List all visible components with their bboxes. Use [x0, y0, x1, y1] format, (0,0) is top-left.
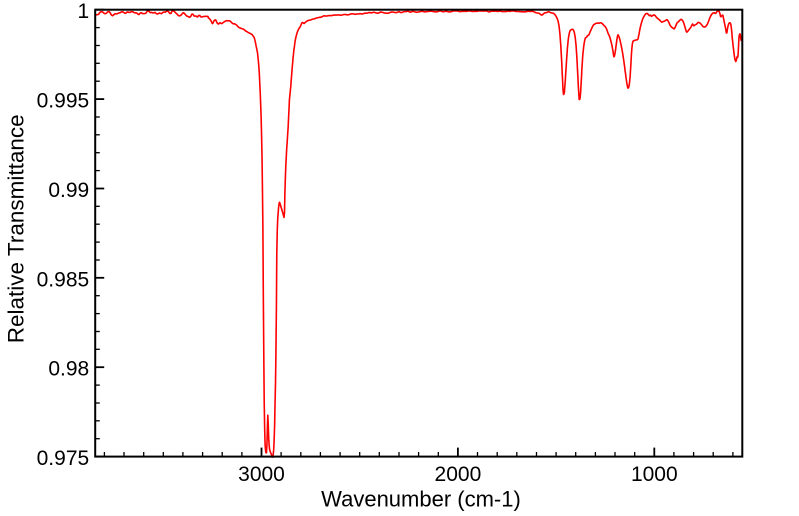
- svg-text:0.985: 0.985: [37, 268, 90, 291]
- svg-text:0.98: 0.98: [48, 358, 89, 381]
- svg-text:1000: 1000: [631, 463, 678, 486]
- svg-text:0.995: 0.995: [37, 90, 90, 113]
- svg-text:0.99: 0.99: [48, 179, 89, 202]
- svg-text:1: 1: [78, 0, 90, 23]
- svg-text:0.975: 0.975: [37, 447, 90, 470]
- svg-text:Relative Transmittance: Relative Transmittance: [3, 114, 28, 343]
- svg-text:Wavenumber (cm-1): Wavenumber (cm-1): [321, 486, 521, 511]
- svg-text:2000: 2000: [435, 463, 482, 486]
- svg-text:3000: 3000: [238, 463, 285, 486]
